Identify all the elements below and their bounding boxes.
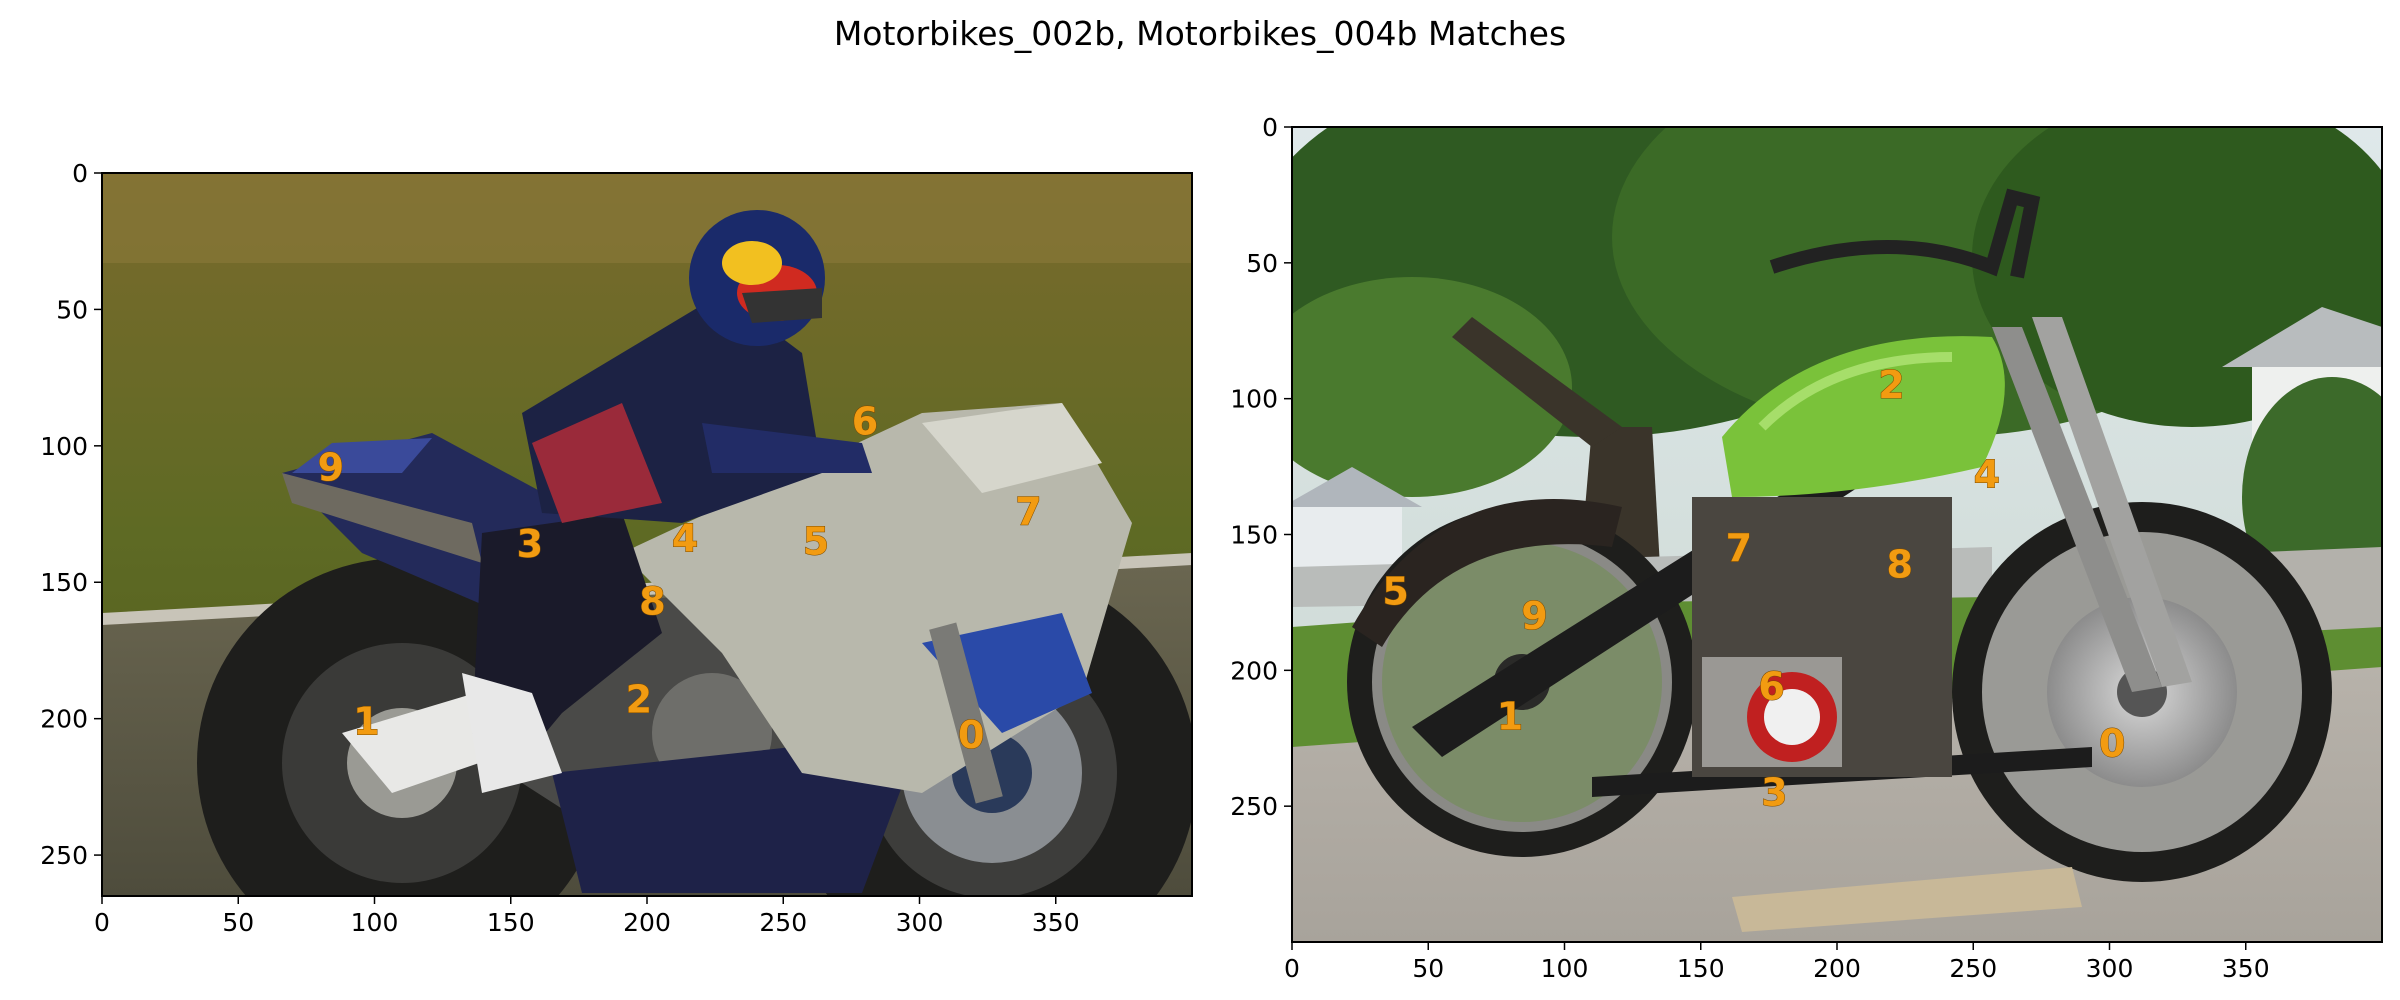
right-keypoint-0: 0 (2099, 722, 2125, 766)
right-xtick-label: 150 (1677, 954, 1725, 983)
right-keypoint-6: 6 (1758, 665, 1784, 709)
left-xtick-label: 50 (222, 908, 254, 937)
left-keypoint-1: 1 (353, 699, 379, 743)
right-keypoint-2: 2 (1878, 363, 1904, 407)
left-xtick-label: 250 (759, 908, 807, 937)
right-photo (1292, 127, 2382, 942)
left-ytick-label: 200 (40, 705, 88, 734)
right-xtick-label: 0 (1284, 954, 1300, 983)
right-xtick-label: 100 (1541, 954, 1589, 983)
right-ytick-label: 200 (1230, 656, 1278, 685)
right-ytick-label: 150 (1230, 521, 1278, 550)
left-keypoint-2: 2 (626, 678, 652, 722)
left-xtick-label: 150 (487, 908, 535, 937)
left-xtick-label: 0 (94, 908, 110, 937)
right-keypoint-3: 3 (1761, 771, 1787, 815)
left-ytick-label: 0 (72, 159, 88, 188)
left-xtick-label: 200 (623, 908, 671, 937)
right-xtick-label: 300 (2086, 954, 2134, 983)
right-ytick-label: 0 (1262, 113, 1278, 142)
left-xtick-label: 300 (896, 908, 944, 937)
left-keypoint-0: 0 (958, 713, 984, 757)
right-keypoint-4: 4 (1974, 453, 2000, 497)
left-ytick-label: 150 (40, 568, 88, 597)
left-ytick-label: 50 (56, 295, 88, 324)
left-keypoint-3: 3 (517, 522, 543, 566)
left-xtick-label: 100 (351, 908, 399, 937)
right-keypoint-8: 8 (1886, 542, 1912, 586)
left-keypoint-labels: 0 1 2 3 4 5 6 7 8 9 (317, 399, 1042, 758)
right-panel: 0 50 100 150 200 250 300 350 0 50 100 150 200 250 0 1 2… (1230, 113, 2383, 983)
right-keypoint-1: 1 (1497, 695, 1523, 739)
right-xtick-label: 350 (2222, 954, 2270, 983)
right-ytick-label: 100 (1230, 385, 1278, 414)
left-keypoint-5: 5 (803, 519, 829, 563)
figure-title: Motorbikes_002b, Motorbikes_004b Matches (833, 14, 1567, 53)
left-ytick-label: 250 (40, 841, 88, 870)
left-keypoint-4: 4 (672, 517, 698, 561)
left-keypoint-8: 8 (639, 579, 665, 623)
left-ytick-label: 100 (40, 432, 88, 461)
left-photo (102, 173, 1192, 896)
right-xtick-label: 250 (1949, 954, 1997, 983)
right-xtick-label: 200 (1813, 954, 1861, 983)
right-xtick-label: 50 (1412, 954, 1444, 983)
left-keypoint-9: 9 (318, 446, 344, 490)
right-keypoint-7: 7 (1726, 526, 1752, 570)
left-keypoint-7: 7 (1015, 489, 1041, 533)
right-keypoint-5: 5 (1382, 570, 1408, 614)
left-keypoint-6: 6 (852, 399, 878, 443)
right-ytick-label: 250 (1230, 792, 1278, 821)
right-keypoint-labels: 0 1 2 3 4 5 6 7 8 9 (1382, 363, 2126, 815)
left-xtick-label: 350 (1032, 908, 1080, 937)
right-ytick-label: 50 (1246, 249, 1278, 278)
right-keypoint-9: 9 (1521, 594, 1547, 638)
left-panel: 0 50 100 150 200 250 300 350 0 50 100 150 200 250 0 1 2… (40, 159, 1193, 937)
